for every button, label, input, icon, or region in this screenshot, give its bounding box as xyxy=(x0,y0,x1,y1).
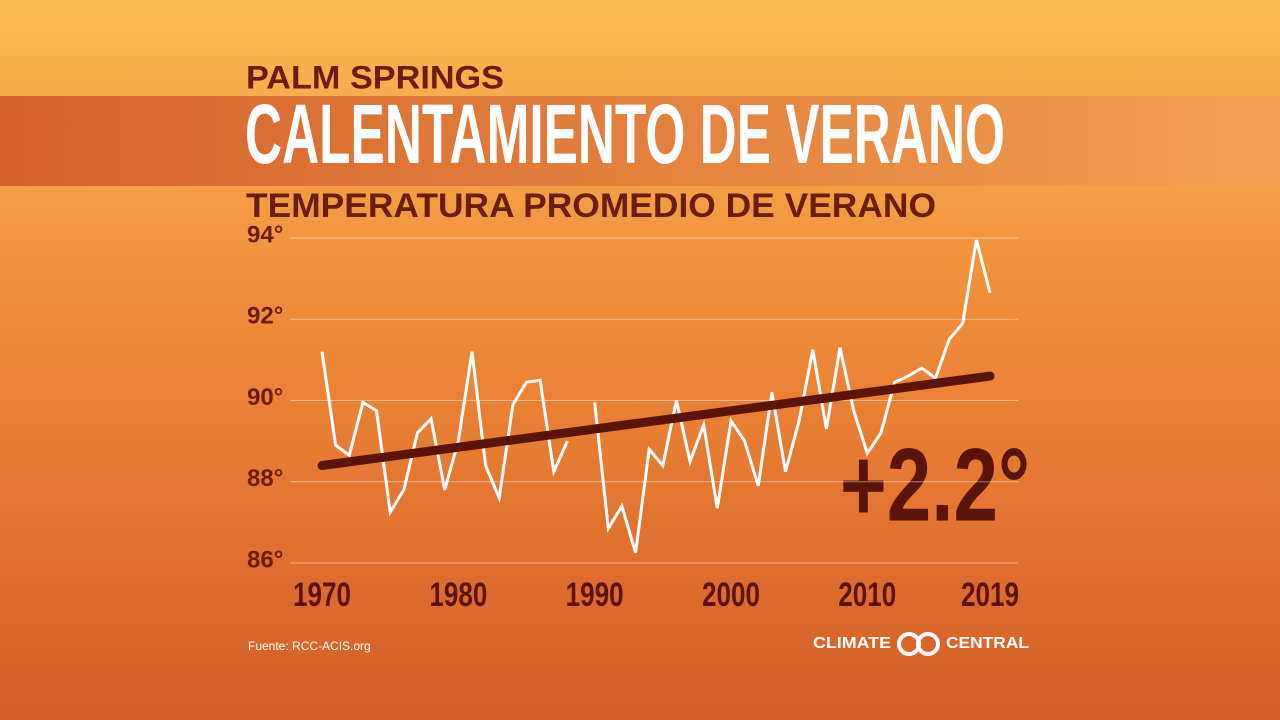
chart-subtitle: TEMPERATURA PROMEDIO DE VERANO xyxy=(246,187,936,225)
brand-right: CENTRAL xyxy=(946,635,1029,652)
y-tick-label: 88° xyxy=(247,465,283,492)
source: Fuente: RCC-ACIS.org xyxy=(248,639,371,653)
kicker: PALM SPRINGS xyxy=(246,59,504,95)
chart-title: CALENTAMIENTO DE VERANO xyxy=(245,87,1005,181)
y-tick-label: 90° xyxy=(247,384,283,411)
data-line xyxy=(320,239,992,554)
y-tick-label: 94° xyxy=(247,221,283,248)
x-tick-label: 1980 xyxy=(429,576,487,614)
y-tick-label: 92° xyxy=(247,303,283,330)
annotation: +2.2° xyxy=(840,427,1030,543)
y-tick-label: 86° xyxy=(247,546,283,573)
x-tick-label: 1970 xyxy=(293,576,351,614)
brand-left: CLIMATE xyxy=(813,635,891,652)
logo-ring xyxy=(916,632,940,656)
x-tick-label: 2010 xyxy=(838,576,896,614)
title-band xyxy=(0,96,1280,186)
x-tick-label: 2019 xyxy=(961,576,1019,614)
trend-line xyxy=(317,371,995,470)
x-tick-label: 2000 xyxy=(702,576,760,614)
x-tick-label: 1990 xyxy=(566,576,624,614)
